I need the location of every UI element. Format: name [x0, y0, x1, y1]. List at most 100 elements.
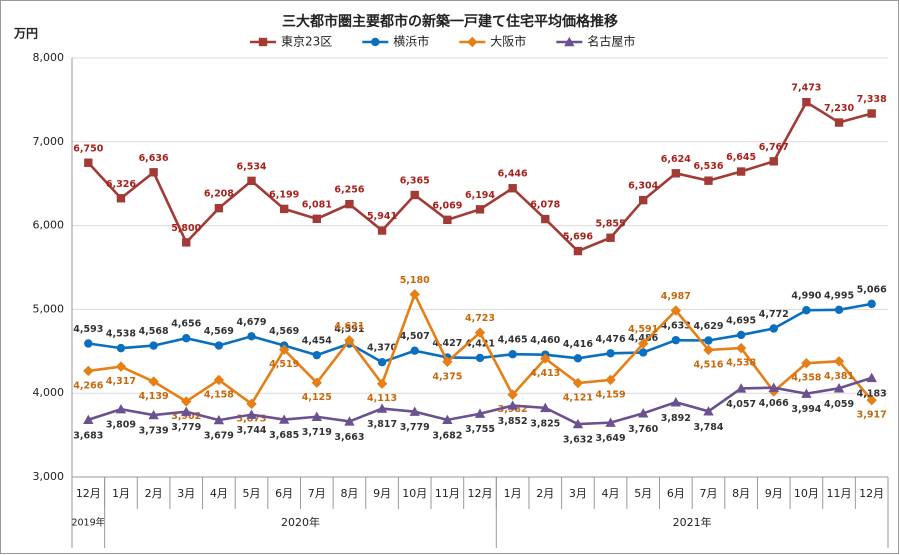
value-label: 4,139: [139, 391, 169, 402]
value-label: 4,460: [530, 335, 560, 346]
marker: [474, 408, 486, 418]
x-tick-label: 12月: [859, 487, 884, 500]
value-label: 4,370: [367, 343, 397, 354]
x-tick-label: 5月: [243, 487, 261, 500]
marker: [214, 203, 224, 213]
y-tick-label: 4,000: [33, 386, 65, 399]
marker: [376, 378, 388, 389]
marker: [564, 36, 575, 47]
marker: [866, 372, 877, 383]
value-label: 4,317: [106, 376, 136, 387]
value-label: 4,358: [791, 373, 821, 384]
marker: [247, 332, 256, 341]
value-label: 6,767: [759, 142, 789, 153]
marker: [279, 204, 289, 214]
marker: [703, 344, 714, 356]
value-label: 6,534: [236, 161, 266, 172]
value-label: 4,656: [171, 319, 201, 330]
value-label: 4,695: [726, 315, 756, 326]
value-label: 4,995: [824, 290, 854, 301]
value-label: 4,519: [269, 359, 299, 370]
marker: [149, 341, 158, 350]
marker: [834, 305, 844, 315]
legend-label: 東京23区: [281, 35, 332, 49]
value-label: 7,338: [857, 94, 887, 105]
marker: [247, 176, 256, 186]
marker: [116, 343, 126, 353]
marker: [312, 214, 321, 224]
marker: [801, 388, 812, 398]
marker: [867, 109, 876, 118]
value-label: 4,568: [139, 326, 169, 337]
y-tick-label: 5,000: [33, 302, 65, 315]
marker: [508, 350, 517, 359]
value-label: 6,536: [693, 161, 723, 172]
value-label: 4,538: [106, 329, 136, 340]
marker: [345, 199, 354, 209]
value-label: 4,591: [334, 324, 364, 335]
value-label: 4,416: [563, 339, 593, 350]
value-label: 4,591: [628, 324, 658, 335]
value-label: 4,629: [693, 321, 723, 332]
value-label: 4,381: [824, 371, 854, 382]
x-tick-label: 12月: [76, 487, 101, 500]
marker: [507, 400, 518, 410]
value-label: 3,682: [432, 430, 462, 441]
value-label: 6,624: [661, 154, 691, 165]
marker: [181, 406, 192, 416]
marker: [474, 327, 486, 338]
marker: [833, 356, 845, 367]
value-label: 4,066: [759, 398, 789, 409]
y-tick-label: 3,000: [33, 470, 65, 483]
marker: [572, 377, 584, 389]
marker: [802, 306, 811, 315]
value-label: 4,158: [204, 389, 234, 400]
marker: [704, 176, 713, 185]
value-label: 6,199: [269, 189, 299, 200]
value-label: 5,800: [171, 223, 201, 234]
marker: [735, 383, 747, 393]
value-label: 3,679: [204, 431, 234, 442]
marker: [409, 289, 420, 300]
value-label: 5,696: [563, 232, 593, 243]
value-label: 5,941: [367, 211, 397, 222]
value-label: 4,507: [400, 331, 430, 342]
marker: [833, 383, 845, 393]
x-tick-label: 7月: [699, 487, 717, 500]
value-label: 6,081: [302, 199, 332, 210]
marker: [867, 299, 876, 309]
marker: [116, 194, 126, 203]
marker: [278, 344, 290, 355]
value-label: 4,121: [563, 393, 593, 404]
marker: [671, 335, 681, 345]
value-label: 3,739: [139, 426, 169, 437]
value-label: 6,078: [530, 200, 560, 211]
value-label: 4,427: [432, 338, 462, 349]
value-label: 6,326: [106, 179, 136, 190]
value-label: 5,855: [596, 218, 626, 229]
value-label: 6,256: [334, 185, 364, 196]
x-tick-label: 3月: [177, 487, 195, 500]
value-label: 3,825: [530, 418, 560, 429]
value-label: 3,892: [661, 413, 691, 424]
marker: [182, 238, 191, 247]
marker: [84, 339, 93, 348]
marker: [606, 349, 615, 358]
marker: [508, 184, 517, 193]
marker: [606, 233, 615, 242]
marker: [443, 215, 452, 225]
marker: [638, 408, 649, 418]
marker: [311, 411, 322, 421]
x-tick-label: 10月: [402, 487, 427, 500]
value-label: 3,779: [171, 422, 201, 433]
value-label: 4,631: [334, 321, 364, 332]
value-label: 4,266: [73, 380, 103, 391]
marker: [605, 374, 616, 386]
marker: [148, 409, 159, 420]
value-label: 4,476: [596, 334, 626, 345]
value-label: 3,902: [171, 411, 201, 422]
y-tick-label: 7,000: [33, 135, 65, 148]
value-label: 6,446: [498, 169, 528, 180]
x-tick-label: 5月: [634, 487, 652, 500]
